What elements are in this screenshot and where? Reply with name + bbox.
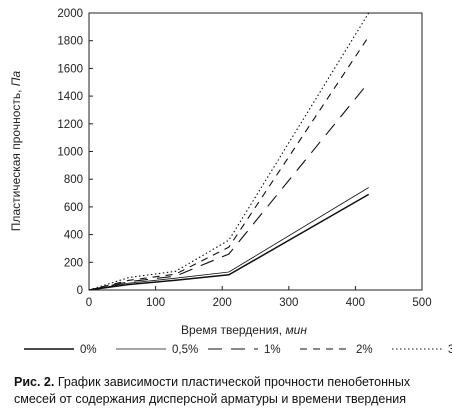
y-tick-label: 200 [64,257,83,269]
plot-area [88,12,423,291]
y-tick-label: 600 [64,202,83,214]
x-tick-label: 300 [279,297,298,309]
y-tick-label: 400 [64,230,83,242]
y-axis-label-unit: Па [9,70,23,86]
legend-label: 1% [264,344,281,356]
y-tick-label: 0 [77,285,83,297]
series-line-1- [89,81,370,290]
x-tick-label: 500 [412,297,431,309]
legend: 0% 0,5% 1% 2% 3% [24,344,452,356]
x-axis-ticks: 0 100 200 300 400 500 [86,286,432,309]
y-tick-label: 1600 [57,63,83,75]
x-axis-label: Время твердения, мин [181,323,307,337]
x-tick-label: 200 [213,297,232,309]
y-tick-label: 1800 [57,36,83,48]
series-line-0- [89,193,370,290]
series-lines [89,13,370,290]
y-tick-label: 800 [64,174,83,186]
series-line-2- [89,36,370,290]
series-line-3- [89,13,370,290]
caption-text: График зависимости пластической прочност… [14,375,411,406]
plot-frame [88,12,423,291]
y-tick-label: 2000 [57,8,83,20]
y-tick-label: 1000 [57,147,83,159]
legend-label: 2% [356,344,373,356]
figure-caption: Рис. 2. График зависимости пластической … [14,374,444,408]
y-axis-ticks: 0 200 400 600 800 1000 1200 1400 1600 1800 2000 [57,8,93,297]
caption-label: Рис. 2. [14,375,55,389]
legend-label: 0,5% [172,344,198,356]
legend-label: 0% [80,344,97,356]
series-line-0-5- [89,187,369,290]
y-tick-label: 1400 [57,91,83,103]
x-tick-label: 400 [346,297,365,309]
y-axis-label-text: Пластическая прочность, [9,86,23,231]
x-tick-label: 0 [86,297,92,309]
y-tick-label: 1200 [57,119,83,131]
y-axis-label: Пластическая прочность, Па [9,70,23,231]
chart: 0 100 200 300 400 500 0 200 400 600 800 1000 1200 14… [9,8,452,356]
legend-label: 3% [448,344,452,356]
x-axis-label-unit: мин [285,323,307,337]
x-axis-label-text: Время твердения, [181,323,285,337]
x-tick-label: 100 [146,297,165,309]
